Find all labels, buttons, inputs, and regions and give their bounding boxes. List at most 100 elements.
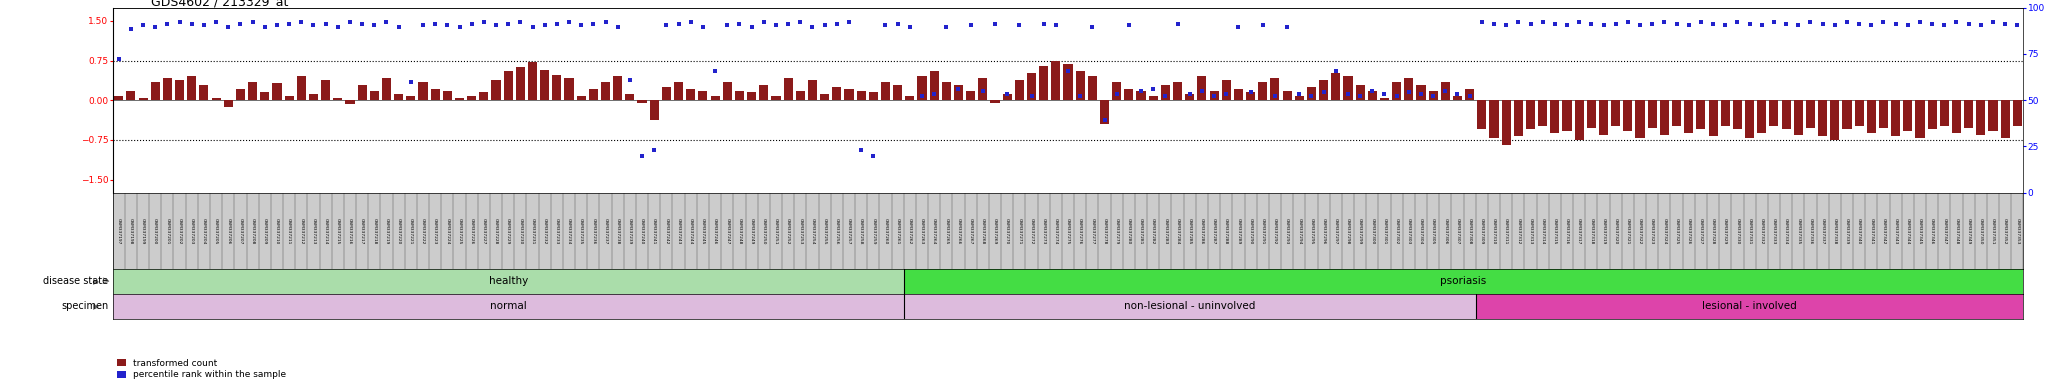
Text: GSM337283: GSM337283 bbox=[1163, 218, 1167, 244]
Bar bbox=[309, 94, 317, 100]
Point bbox=[1501, 19, 1534, 25]
Bar bbox=[1855, 100, 1864, 126]
Bar bbox=[1683, 100, 1694, 133]
Text: GSM337288: GSM337288 bbox=[1225, 218, 1229, 244]
Point bbox=[1075, 24, 1108, 30]
Bar bbox=[1405, 78, 1413, 100]
Bar bbox=[1245, 92, 1255, 100]
Text: GSM337256: GSM337256 bbox=[836, 218, 840, 244]
Text: GSM337262: GSM337262 bbox=[907, 218, 911, 244]
Text: GSM337284: GSM337284 bbox=[1176, 218, 1180, 244]
Point bbox=[1380, 93, 1413, 99]
Point bbox=[395, 79, 428, 85]
Bar bbox=[358, 85, 367, 100]
Text: GSM337226: GSM337226 bbox=[469, 218, 473, 244]
Point bbox=[1004, 22, 1036, 28]
Text: GSM337326: GSM337326 bbox=[1688, 218, 1692, 244]
Bar bbox=[504, 71, 512, 100]
Text: GSM337353: GSM337353 bbox=[2015, 218, 2019, 244]
Text: GSM337313: GSM337313 bbox=[1528, 218, 1532, 244]
Text: GSM337349: GSM337349 bbox=[1966, 218, 1970, 244]
Point bbox=[649, 22, 682, 28]
Bar bbox=[1233, 89, 1243, 100]
Text: GSM337333: GSM337333 bbox=[1772, 218, 1776, 244]
Point bbox=[1294, 93, 1327, 99]
Point bbox=[1442, 91, 1475, 97]
Text: GSM337321: GSM337321 bbox=[1626, 218, 1630, 244]
Text: specimen: specimen bbox=[61, 301, 109, 311]
Text: GSM337280: GSM337280 bbox=[1126, 218, 1130, 244]
Point bbox=[1563, 19, 1595, 25]
Point bbox=[1356, 88, 1389, 94]
Point bbox=[1927, 22, 1960, 28]
Bar bbox=[528, 62, 537, 100]
Bar bbox=[735, 91, 743, 100]
Text: GSM337289: GSM337289 bbox=[1237, 218, 1241, 244]
Bar bbox=[772, 96, 780, 100]
Text: GSM337339: GSM337339 bbox=[1845, 218, 1849, 244]
Text: GSM337332: GSM337332 bbox=[1759, 218, 1763, 244]
Text: GSM337246: GSM337246 bbox=[713, 218, 717, 244]
Bar bbox=[1720, 100, 1731, 126]
Bar bbox=[1733, 100, 1743, 129]
Point bbox=[102, 56, 135, 62]
Point bbox=[358, 22, 391, 28]
Text: GSM337330: GSM337330 bbox=[1735, 218, 1739, 244]
Point bbox=[1040, 22, 1073, 28]
Point bbox=[856, 153, 889, 159]
Bar bbox=[1782, 100, 1790, 129]
Bar bbox=[637, 100, 647, 103]
Text: GSM337282: GSM337282 bbox=[1151, 218, 1155, 244]
Bar bbox=[393, 94, 403, 100]
Bar bbox=[1477, 100, 1487, 129]
Point bbox=[248, 24, 281, 30]
Text: GSM337223: GSM337223 bbox=[434, 218, 436, 244]
Bar bbox=[174, 80, 184, 100]
Point bbox=[1708, 22, 1741, 28]
Text: GSM337210: GSM337210 bbox=[274, 218, 279, 244]
Point bbox=[1223, 24, 1255, 30]
Bar bbox=[856, 91, 866, 100]
Bar bbox=[1489, 100, 1499, 138]
Point bbox=[614, 77, 647, 83]
Point bbox=[1343, 93, 1376, 99]
Text: GSM337342: GSM337342 bbox=[1882, 218, 1886, 244]
Point bbox=[1513, 20, 1546, 26]
Text: GSM337299: GSM337299 bbox=[1358, 218, 1362, 244]
Point bbox=[1235, 89, 1268, 95]
Text: GDS4602 / 213329_at: GDS4602 / 213329_at bbox=[152, 0, 289, 8]
Text: GSM337273: GSM337273 bbox=[1042, 218, 1047, 244]
Point bbox=[139, 24, 172, 30]
Text: GSM337205: GSM337205 bbox=[215, 218, 217, 244]
Bar bbox=[819, 94, 829, 100]
Point bbox=[834, 19, 866, 25]
Point bbox=[2001, 22, 2034, 28]
Bar bbox=[223, 100, 233, 106]
Point bbox=[1454, 93, 1487, 99]
Bar bbox=[612, 76, 623, 100]
Bar bbox=[1075, 71, 1085, 100]
Point bbox=[1686, 19, 1718, 25]
Bar bbox=[1659, 100, 1669, 134]
Bar bbox=[199, 85, 209, 100]
Text: GSM337316: GSM337316 bbox=[1565, 218, 1569, 244]
Bar bbox=[1831, 100, 1839, 140]
Point bbox=[383, 24, 416, 30]
Text: GSM337323: GSM337323 bbox=[1651, 218, 1655, 244]
Bar bbox=[698, 91, 707, 100]
Point bbox=[1624, 22, 1657, 28]
Bar bbox=[1026, 73, 1036, 100]
Text: GSM337211: GSM337211 bbox=[287, 218, 291, 244]
Point bbox=[1247, 22, 1280, 28]
Text: GSM337239: GSM337239 bbox=[629, 218, 633, 244]
Bar bbox=[784, 78, 793, 100]
Text: GSM337230: GSM337230 bbox=[518, 218, 522, 244]
Text: lesional - involved: lesional - involved bbox=[1702, 301, 1796, 311]
Point bbox=[516, 24, 549, 30]
Text: GSM337241: GSM337241 bbox=[651, 218, 655, 244]
Point bbox=[371, 19, 403, 25]
Point bbox=[127, 22, 160, 28]
Text: GSM337209: GSM337209 bbox=[262, 218, 266, 244]
Point bbox=[991, 91, 1024, 97]
Bar bbox=[1331, 73, 1339, 100]
